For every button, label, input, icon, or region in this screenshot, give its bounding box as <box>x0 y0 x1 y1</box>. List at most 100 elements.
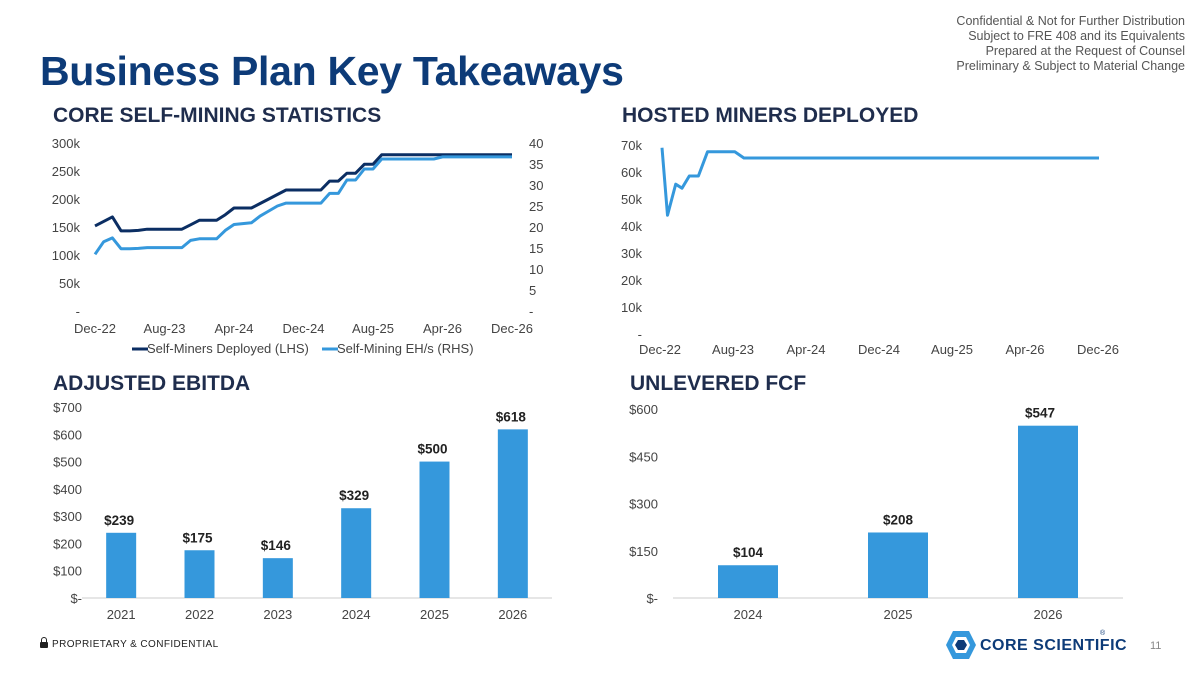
lock-icon <box>40 637 48 648</box>
x-tick-label: Dec-22 <box>74 321 116 336</box>
y-right-tick-label: - <box>529 304 533 319</box>
y-tick-label: $150 <box>629 544 658 559</box>
data-label: $175 <box>182 530 213 545</box>
disclaimer-line: Prepared at the Request of Counsel <box>985 44 1185 58</box>
hexagon-logo-icon <box>946 631 976 659</box>
x-tick-label: 2026 <box>1034 607 1063 622</box>
y-right-tick-label: 15 <box>529 241 543 256</box>
y-tick-label: $300 <box>629 497 658 512</box>
hosted-miners-chart: - 10k 20k 30k 40k 50k 60k 70k Dec-22 Aug-23 Apr-24… <box>621 138 1119 357</box>
disclaimer-line: Subject to FRE 408 and its Equivalents <box>968 29 1185 43</box>
x-tick-label: 2024 <box>342 607 371 622</box>
y-tick-label: $200 <box>53 536 82 551</box>
page-number: 11 <box>1150 640 1162 652</box>
y-tick-label: 60k <box>621 165 642 180</box>
bar-2024 <box>718 565 778 598</box>
x-tick-label: Aug-23 <box>144 321 186 336</box>
y-right-tick-label: 40 <box>529 136 543 151</box>
y-right-tick-label: 30 <box>529 178 543 193</box>
chart-title-hosted-miners: HOSTED MINERS DEPLOYED <box>622 104 919 127</box>
bar-2025 <box>419 461 450 598</box>
y-right-tick-label: 35 <box>529 157 543 172</box>
self-mining-chart: - 50k 100k 150k 200k 250k 300k - 5 10 15 20 25 30 35 40… <box>52 136 544 356</box>
data-label: $618 <box>496 409 527 424</box>
page-title: Business Plan Key Takeaways <box>40 48 624 94</box>
x-tick-label: Apr-24 <box>214 321 253 336</box>
y-tick-label: $450 <box>629 449 658 464</box>
y-right-tick-label: 25 <box>529 199 543 214</box>
y-tick-label: $700 <box>53 400 82 415</box>
series-line-hosted-miners <box>660 147 1099 217</box>
disclaimer-line: Confidential & Not for Further Distribut… <box>956 14 1185 28</box>
chart-title-adjusted-ebitda: ADJUSTED EBITDA <box>53 372 251 395</box>
confidential-footer: PROPRIETARY & CONFIDENTIAL <box>40 637 219 650</box>
x-tick-label: 2024 <box>734 607 763 622</box>
y-tick-label: 30k <box>621 246 642 261</box>
legend-label: Self-Mining EH/s (RHS) <box>337 341 474 356</box>
y-tick-label: $500 <box>53 455 82 470</box>
x-tick-label: Aug-25 <box>352 321 394 336</box>
chart-title-self-mining: CORE SELF-MINING STATISTICS <box>53 104 382 127</box>
y-right-tick-label: 5 <box>529 283 536 298</box>
y-left-tick-label: 150k <box>52 220 81 235</box>
data-label: $208 <box>883 512 914 527</box>
y-tick-label: 70k <box>621 138 642 153</box>
legend-label: Self-Miners Deployed (LHS) <box>147 341 309 356</box>
company-logo: CORE SCIENTIFIC ® <box>945 630 1127 660</box>
y-left-tick-label: 200k <box>52 192 81 207</box>
chart-title-unlevered-fcf: UNLEVERED FCF <box>630 372 807 395</box>
series-line-self-mining-ehs <box>93 155 512 256</box>
x-tick-label: 2022 <box>185 607 214 622</box>
x-tick-label: Apr-26 <box>1005 342 1044 357</box>
x-tick-label: 2026 <box>498 607 527 622</box>
y-tick-label: $100 <box>53 564 82 579</box>
data-label: $239 <box>104 513 134 528</box>
bar-2021 <box>106 532 137 598</box>
registered-mark: ® <box>1100 630 1106 637</box>
bar-2023 <box>262 558 293 598</box>
bar-2022 <box>184 550 215 598</box>
x-tick-label: Dec-24 <box>858 342 900 357</box>
unlevered-fcf-chart: $- $150 $300 $450 $600 $104 2024 $208 2025 $547 20… <box>629 402 1123 622</box>
y-tick-label: - <box>638 327 642 342</box>
x-tick-label: 2025 <box>884 607 913 622</box>
bar-2025 <box>868 532 928 598</box>
y-left-tick-label: 300k <box>52 136 81 151</box>
bar-2026 <box>1018 425 1078 598</box>
x-tick-label: 2025 <box>420 607 449 622</box>
y-left-tick-label: - <box>76 304 80 319</box>
data-label: $104 <box>733 545 764 560</box>
y-tick-label: $- <box>70 591 82 606</box>
disclaimer-line: Preliminary & Subject to Material Change <box>956 59 1185 73</box>
x-tick-label: Apr-26 <box>423 321 462 336</box>
data-label: $146 <box>261 538 292 553</box>
confidential-label: PROPRIETARY & CONFIDENTIAL <box>52 639 219 650</box>
disclaimer-block: Confidential & Not for Further Distribut… <box>956 14 1185 74</box>
x-tick-label: Apr-24 <box>786 342 825 357</box>
bar-2026 <box>497 429 528 598</box>
y-tick-label: $600 <box>53 427 82 442</box>
y-tick-label: $- <box>646 591 658 606</box>
y-left-tick-label: 100k <box>52 248 81 263</box>
y-left-tick-label: 250k <box>52 164 81 179</box>
data-label: $329 <box>339 488 369 503</box>
y-tick-label: 40k <box>621 219 642 234</box>
x-tick-label: Dec-24 <box>283 321 325 336</box>
bar-2024 <box>341 508 372 598</box>
series-line-self-miners <box>94 153 512 233</box>
y-tick-label: $300 <box>53 509 82 524</box>
y-tick-label: 20k <box>621 273 642 288</box>
adjusted-ebitda-chart: $- $100 $200 $300 $400 $500 $600 $700 $239 2021 $1… <box>53 400 552 622</box>
x-tick-label: Dec-22 <box>639 342 681 357</box>
y-tick-label: 10k <box>621 300 642 315</box>
y-tick-label: $600 <box>629 402 658 417</box>
logo-text: CORE SCIENTIFIC <box>980 637 1128 654</box>
x-tick-label: Dec-26 <box>1077 342 1119 357</box>
x-tick-label: Dec-26 <box>491 321 533 336</box>
y-tick-label: $400 <box>53 482 82 497</box>
y-right-tick-label: 20 <box>529 220 543 235</box>
y-left-tick-label: 50k <box>59 276 80 291</box>
y-tick-label: 50k <box>621 192 642 207</box>
data-label: $547 <box>1025 406 1055 421</box>
data-label: $500 <box>417 442 447 457</box>
